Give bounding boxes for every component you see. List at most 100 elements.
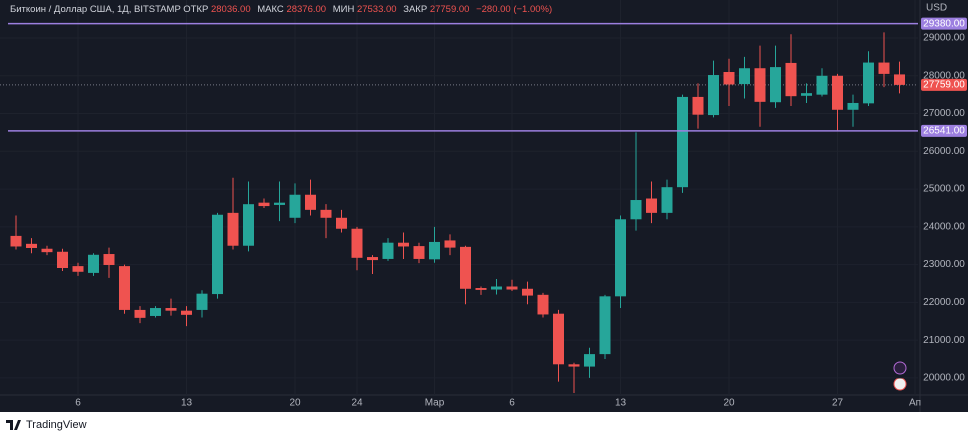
ohlc-label: ЗАКР: [403, 4, 428, 15]
level-label: 29380.00: [923, 18, 965, 29]
candle-body: [723, 72, 735, 85]
candle-body: [10, 235, 22, 247]
y-tick-label: 20000.00: [923, 373, 965, 384]
candle-body: [599, 296, 611, 355]
candle-body: [630, 200, 642, 220]
candle-body: [181, 310, 192, 315]
x-tick-label: Ап: [909, 398, 921, 409]
x-tick-label: Мар: [425, 398, 445, 409]
symbol-title: Биткоин / Доллар США, 1Д, BITSTAMP: [10, 4, 181, 15]
y-tick-label: 25000.00: [923, 184, 965, 195]
change: −280.00 (−1.00%): [476, 4, 553, 15]
candle-body: [196, 293, 208, 310]
y-tick-label: 23000.00: [923, 259, 965, 270]
y-tick-label: 27000.00: [923, 108, 965, 119]
ohlc-label: ОТКР: [183, 4, 209, 15]
candle-body: [615, 219, 626, 297]
chart-background: [0, 0, 968, 412]
candle-body: [661, 187, 673, 213]
candle-body: [336, 217, 347, 229]
x-tick-label: 13: [181, 398, 193, 409]
candle-body: [88, 254, 99, 273]
candle-body: [413, 246, 425, 259]
y-tick-label: 29000.00: [923, 33, 965, 44]
candle-body: [475, 288, 487, 290]
brand-logo: [6, 420, 21, 430]
candle-body: [212, 214, 223, 295]
ohlc-value: 27759.00: [429, 4, 470, 15]
ohlc-value: 28036.00: [210, 4, 251, 15]
candle-body: [785, 62, 797, 97]
candle-body: [677, 96, 688, 188]
candle-body: [367, 257, 378, 261]
y-tick-label: 26000.00: [923, 146, 965, 157]
candle-body: [134, 309, 146, 318]
y-tick-label: 22000.00: [923, 297, 965, 308]
candle-body: [708, 75, 719, 116]
candle-body: [863, 62, 874, 104]
candle-body: [522, 288, 533, 296]
candle-body: [429, 241, 440, 260]
candle-body: [258, 202, 270, 207]
x-tick-label: 13: [615, 398, 627, 409]
brand: TradingView: [6, 419, 87, 431]
level-label-box: [921, 124, 967, 137]
candle-body: [320, 209, 332, 218]
currency: USD: [926, 3, 947, 14]
x-tick-label: 27: [832, 398, 844, 409]
candle-body: [72, 266, 84, 272]
candle-body: [832, 75, 843, 110]
level-label: 26541.00: [923, 126, 965, 137]
candle-body: [26, 243, 37, 248]
plot: [0, 32, 918, 394]
candle-body: [692, 96, 704, 115]
ohlc-value: 27533.00: [356, 4, 397, 15]
candle-body: [553, 313, 564, 365]
x-tick-label: 6: [509, 398, 515, 409]
candle-body: [243, 204, 254, 246]
candle-body: [770, 67, 781, 103]
candle-body: [847, 102, 859, 110]
y-tick-label: 28000.00: [923, 70, 965, 81]
x-tick-label: 20: [289, 398, 301, 409]
candle-body: [584, 354, 595, 367]
candle-body: [506, 286, 518, 290]
ohlc-value: 28376.00: [286, 4, 327, 15]
y-tick-label: 21000.00: [923, 335, 965, 346]
candle-body: [398, 242, 409, 247]
candle-body: [878, 62, 890, 74]
candle-body: [801, 93, 812, 96]
candle-body: [274, 202, 285, 205]
candle-body: [382, 242, 394, 259]
icons: [893, 361, 907, 391]
candle-body: [351, 228, 363, 258]
candle-body: [537, 294, 549, 315]
candle-body: [444, 240, 456, 248]
candle-body: [103, 254, 115, 265]
candle-body: [289, 194, 301, 218]
level-label-box: [921, 17, 967, 30]
x-tick-label: 24: [351, 398, 363, 409]
candle-body: [754, 68, 766, 102]
ohlc-label: МИН: [332, 4, 355, 15]
candle-body: [816, 75, 828, 95]
y-tick-label: 24000.00: [923, 221, 965, 232]
candle-body: [41, 248, 53, 253]
candle-body: [165, 308, 177, 311]
x-tick-label: 20: [723, 398, 735, 409]
symbol-header: Биткоин / Доллар США, 1Д, BITSTAMP ОТКР …: [10, 4, 556, 15]
last-price-box: [921, 78, 967, 91]
candle-body: [305, 194, 316, 210]
last-price-label: 27759.00: [923, 80, 965, 91]
candle-body: [119, 266, 130, 310]
candle-body: [646, 198, 657, 213]
ohlc-label: МАКС: [257, 4, 284, 15]
candle-body: [568, 364, 580, 367]
candle-body: [227, 212, 239, 246]
candle-body: [150, 308, 161, 316]
candle-body: [460, 246, 471, 289]
brand-name: TradingView: [26, 419, 87, 431]
x-tick-label: 6: [75, 398, 81, 409]
candle-body: [739, 68, 750, 85]
